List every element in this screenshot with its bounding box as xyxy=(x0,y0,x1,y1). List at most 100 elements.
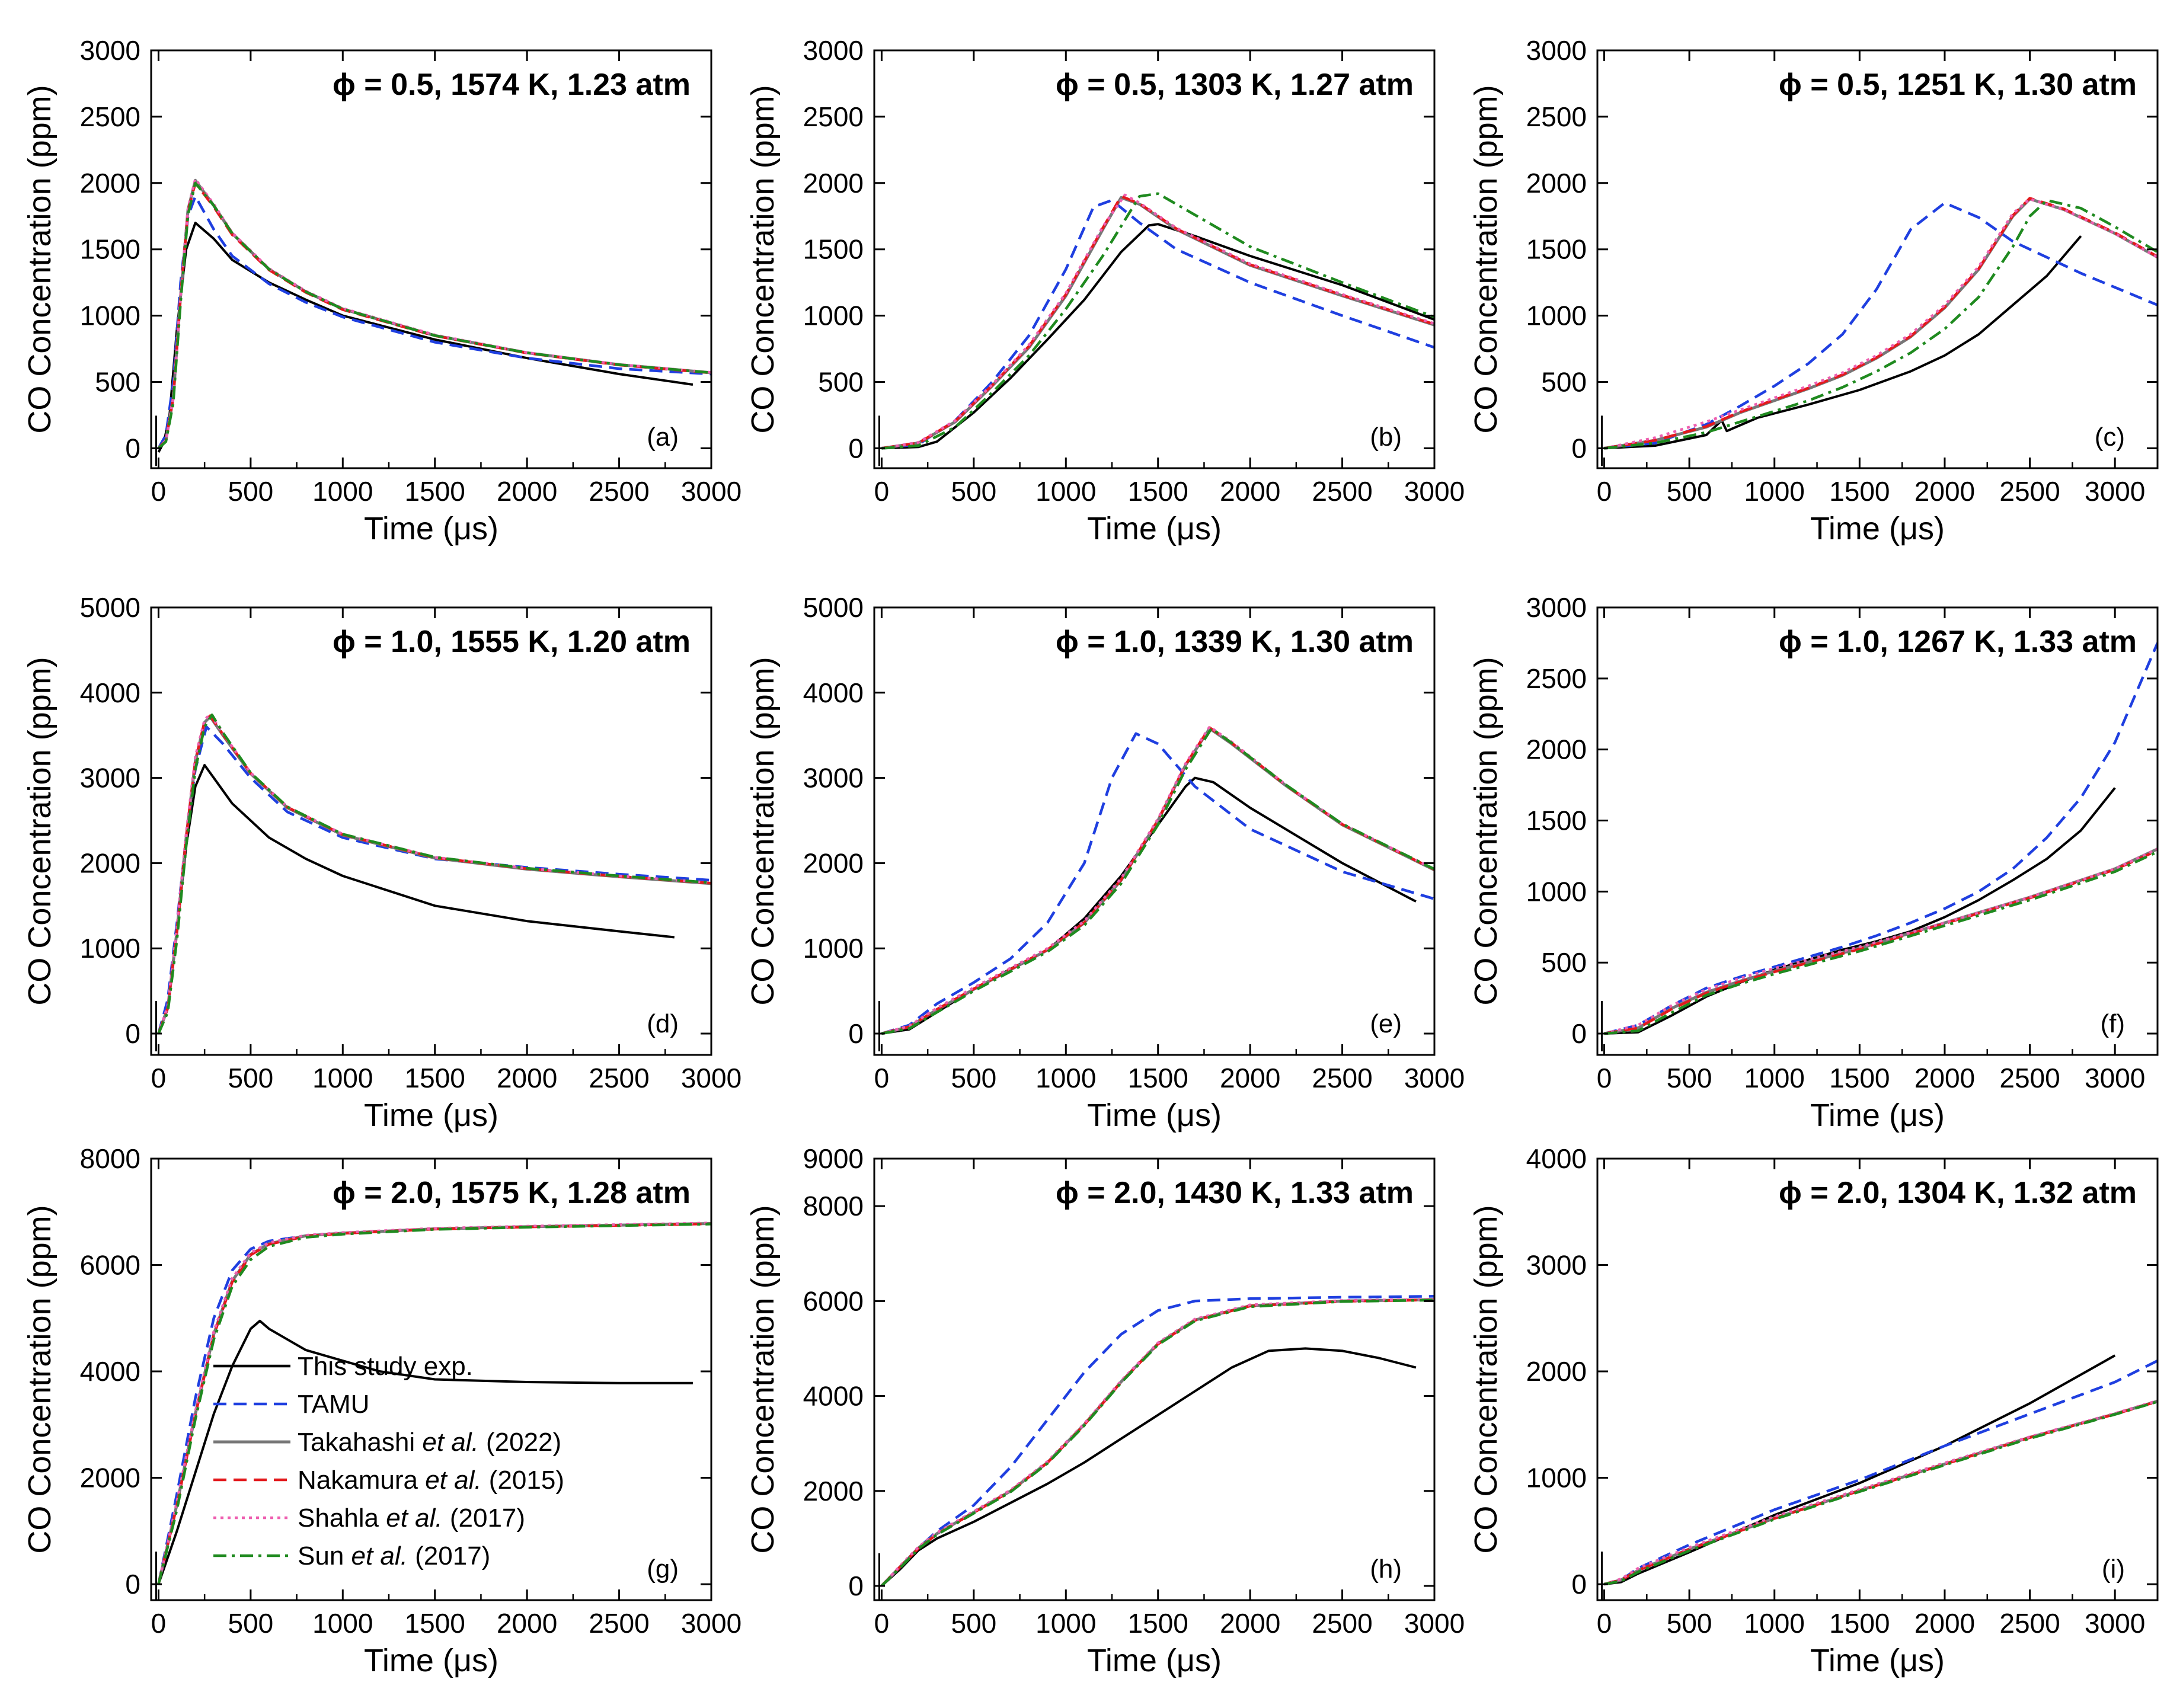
x-tick-label: 2500 xyxy=(1312,476,1372,507)
x-tick-label: 1500 xyxy=(1128,476,1188,507)
series-line-tamu xyxy=(880,1295,1434,1587)
series-line-exp xyxy=(157,1319,693,1585)
x-tick-label: 2000 xyxy=(1220,1063,1280,1093)
x-tick-label: 500 xyxy=(951,1063,996,1093)
x-tick-label: 1000 xyxy=(1035,1608,1096,1639)
x-tick-label: 500 xyxy=(951,1608,996,1639)
panel-condition-title: ϕ = 0.5, 1574 K, 1.23 atm xyxy=(333,68,691,102)
series-line-taka xyxy=(1603,1399,2158,1586)
y-tick-label: 0 xyxy=(848,1018,864,1049)
y-axis-title: CO Concentration (ppm) xyxy=(22,657,57,1005)
x-axis-title: Time (μs) xyxy=(1810,1098,1945,1133)
series-line-naka xyxy=(881,726,1434,1035)
x-tick-label: 1000 xyxy=(312,476,373,507)
y-tick-label: 8000 xyxy=(80,1143,140,1174)
y-tick-label: 1500 xyxy=(80,234,140,265)
panel-condition-title: ϕ = 1.0, 1267 K, 1.33 atm xyxy=(1779,625,2137,659)
y-tick-label: 2000 xyxy=(80,1463,140,1493)
x-tick-label: 2500 xyxy=(1999,1063,2060,1093)
y-tick-label: 4000 xyxy=(803,1381,864,1412)
series-group xyxy=(1600,1354,2158,1600)
y-tick-label: 2000 xyxy=(80,847,140,878)
y-axis-title: CO Concentration (ppm) xyxy=(745,85,781,433)
panel-letter: (g) xyxy=(647,1555,679,1584)
x-tick-label: 0 xyxy=(874,1608,890,1639)
y-tick-label: 9000 xyxy=(803,1143,864,1174)
x-tick-label: 500 xyxy=(1667,1063,1712,1093)
series-line-sun xyxy=(881,192,1434,450)
series-line-sun xyxy=(881,727,1434,1035)
series-line-sun xyxy=(157,181,711,450)
series-group xyxy=(155,177,711,466)
x-tick-label: 1500 xyxy=(405,1063,465,1093)
panel-letter: (e) xyxy=(1370,1009,1402,1038)
series-line-tamu xyxy=(1603,642,2158,1035)
y-tick-label: 1000 xyxy=(803,933,864,964)
series-line-taka xyxy=(881,727,1434,1035)
x-tick-label: 2500 xyxy=(589,476,649,507)
y-tick-label: 0 xyxy=(848,433,864,463)
x-tick-label: 1500 xyxy=(1128,1063,1188,1093)
y-tick-label: 2000 xyxy=(1526,734,1587,765)
y-tick-label: 8000 xyxy=(803,1191,864,1221)
plot-frame xyxy=(873,49,1436,469)
series-line-tamu xyxy=(157,725,711,1034)
legend-label-taka: Takahashi et al. (2022) xyxy=(298,1428,561,1457)
panel-condition-title: ϕ = 2.0, 1304 K, 1.32 atm xyxy=(1779,1176,2137,1210)
y-tick-label: 3000 xyxy=(1526,1250,1587,1281)
y-tick-label: 3000 xyxy=(80,35,140,66)
panel-h: 0 500 1000 1500 2000 2500 3000 0 2000 4000 6000 800… xyxy=(745,1143,1465,1678)
x-tick-label: 0 xyxy=(151,476,167,507)
x-tick-label: 2500 xyxy=(1999,1608,2060,1639)
y-tick-label: 0 xyxy=(125,433,140,463)
x-tick-label: 3000 xyxy=(1404,1063,1465,1093)
series-line-sun xyxy=(880,1298,1434,1587)
legend-label-shahla: Shahla et al. (2017) xyxy=(298,1504,525,1533)
panel-e: 0 500 1000 1500 2000 2500 3000 0 1000 2000 3000 400… xyxy=(745,592,1465,1133)
x-axis-title: Time (μs) xyxy=(1087,511,1222,546)
x-tick-label: 1000 xyxy=(1035,1063,1096,1093)
y-tick-label: 5000 xyxy=(803,592,864,623)
x-tick-label: 500 xyxy=(228,1608,273,1639)
y-tick-label: 2000 xyxy=(803,168,864,199)
x-axis-title: Time (μs) xyxy=(1810,1643,1945,1678)
plot-frame xyxy=(150,49,712,469)
y-tick-label: 500 xyxy=(818,367,864,398)
series-group xyxy=(155,1221,711,1600)
panel-i: 0 500 1000 1500 2000 2500 3000 0 1000 2000 3000 400… xyxy=(1468,1143,2159,1678)
panel-condition-title: ϕ = 0.5, 1303 K, 1.27 atm xyxy=(1056,68,1414,102)
x-axis-title: Time (μs) xyxy=(1087,1098,1222,1133)
series-line-exp xyxy=(157,222,693,453)
y-tick-label: 2000 xyxy=(803,1476,864,1507)
legend-label-exp: This study exp. xyxy=(298,1352,473,1381)
y-tick-label: 2000 xyxy=(803,847,864,878)
y-tick-label: 0 xyxy=(125,1569,140,1600)
y-tick-label: 3000 xyxy=(803,763,864,794)
x-tick-label: 0 xyxy=(874,1063,890,1093)
series-line-naka xyxy=(157,181,711,449)
y-tick-label: 1500 xyxy=(1526,234,1587,265)
x-tick-label: 500 xyxy=(228,476,273,507)
plot-frame xyxy=(1596,49,2159,469)
x-tick-label: 500 xyxy=(1667,476,1712,507)
y-axis-title: CO Concentration (ppm) xyxy=(1468,85,1504,433)
y-tick-label: 1000 xyxy=(1526,300,1587,331)
series-line-shahla xyxy=(880,1297,1434,1587)
series-line-exp xyxy=(881,223,1434,450)
y-tick-label: 1500 xyxy=(1526,805,1587,836)
panel-letter: (d) xyxy=(647,1009,679,1038)
plot-frame xyxy=(150,606,712,1056)
x-tick-label: 1500 xyxy=(1829,476,1890,507)
x-tick-label: 0 xyxy=(151,1063,167,1093)
y-tick-label: 0 xyxy=(848,1571,864,1601)
x-tick-label: 2500 xyxy=(1312,1608,1372,1639)
series-line-shahla xyxy=(1603,1399,2158,1586)
x-tick-label: 500 xyxy=(951,476,996,507)
y-tick-label: 4000 xyxy=(80,677,140,708)
y-tick-label: 2500 xyxy=(1526,663,1587,694)
y-tick-label: 0 xyxy=(1571,1569,1587,1600)
panel-letter: (f) xyxy=(2100,1009,2125,1038)
x-axis-title: Time (μs) xyxy=(1087,1643,1222,1678)
plot-frame xyxy=(873,1157,1436,1601)
